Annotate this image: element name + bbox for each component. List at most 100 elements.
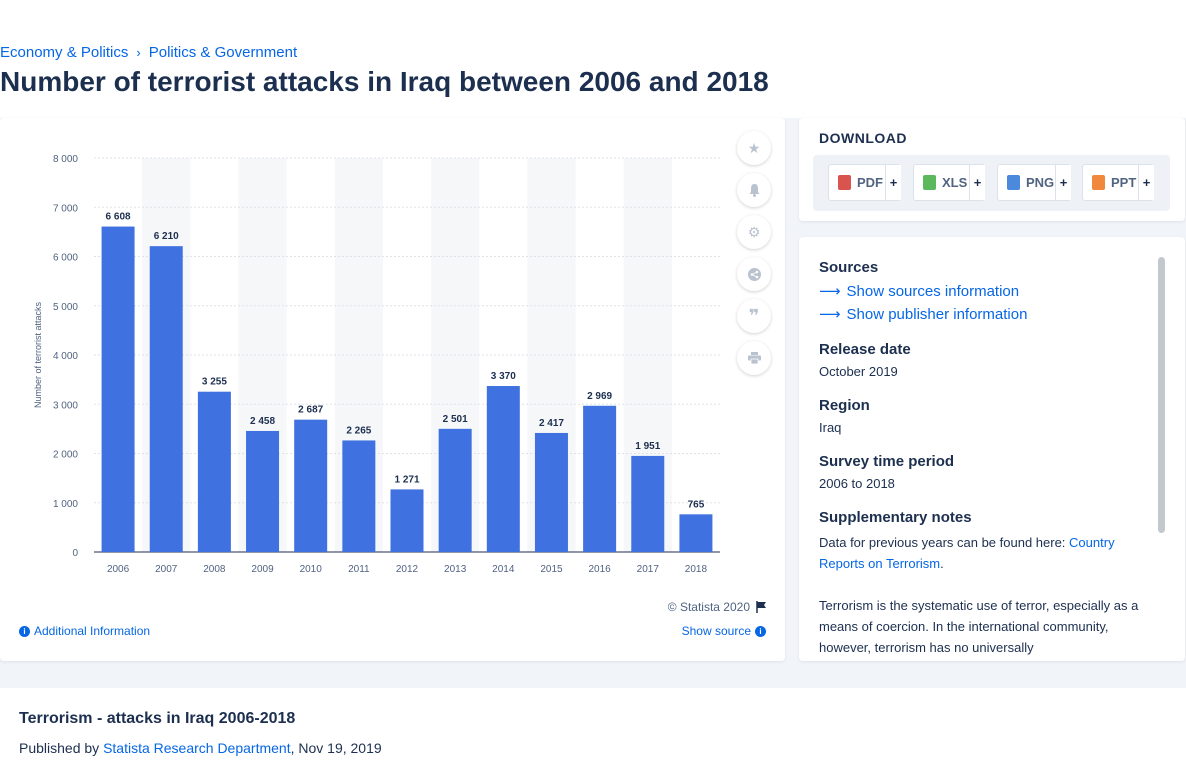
arrow-right-icon: ⟶	[819, 283, 841, 300]
print-icon	[747, 352, 761, 364]
release-date-heading: Release date	[819, 341, 911, 358]
download-ppt-button[interactable]: PPT +	[1082, 164, 1154, 201]
x-tick-label: 2013	[444, 564, 467, 575]
publication-title: Terrorism - attacks in Iraq 2006-2018	[19, 710, 296, 727]
y-tick-label: 6 000	[53, 253, 78, 264]
show-publisher-link[interactable]: ⟶ Show publisher information	[819, 305, 1147, 324]
favorite-button[interactable]: ★	[737, 131, 771, 165]
bar-2009	[246, 430, 280, 552]
x-tick-label: 2016	[588, 564, 611, 575]
header-band	[0, 0, 1186, 118]
supp-end: .	[940, 556, 944, 571]
data-label: 2 458	[250, 416, 275, 427]
print-button[interactable]	[737, 341, 771, 375]
bar-2018	[679, 514, 713, 552]
supp-text: Data for previous years can be found her…	[819, 535, 1070, 550]
y-tick-label: 3 000	[53, 400, 78, 411]
y-axis-label: Number of terrorist attacks	[33, 301, 43, 408]
cite-button[interactable]: ❞	[737, 299, 771, 333]
download-png-button[interactable]: PNG +	[997, 164, 1071, 201]
release-date-value: October 2019	[819, 364, 898, 379]
plus-icon: +	[1138, 165, 1154, 200]
settings-button[interactable]: ⚙	[737, 215, 771, 249]
region-value: Iraq	[819, 420, 842, 435]
data-label: 2 265	[346, 425, 371, 436]
bar-2012	[390, 489, 424, 552]
bar-2015	[534, 432, 568, 552]
sources-heading: Sources	[819, 259, 879, 276]
sources-scrollbar[interactable]	[1158, 257, 1165, 533]
additional-information-link[interactable]: i Additional Information	[19, 624, 150, 638]
x-tick-label: 2017	[637, 564, 660, 575]
chart-card: 0 1 000 2 000 3 000 4 000 5 000 6 000 7 000 8 00…	[0, 118, 785, 661]
download-card: DOWNLOAD PDF + XLS + PNG + PPT +	[799, 118, 1185, 221]
y-tick-label: 8 000	[53, 154, 78, 165]
arrow-right-icon: ⟶	[819, 306, 841, 323]
bar-2017	[631, 455, 665, 552]
page-title: Number of terrorist attacks in Iraq betw…	[0, 66, 769, 97]
x-tick-label: 2010	[300, 564, 323, 575]
notify-button[interactable]	[737, 173, 771, 207]
copyright-text: © Statista 2020	[667, 600, 750, 614]
breadcrumb: Economy & Politics › Politics & Governme…	[0, 44, 297, 61]
bell-icon	[749, 184, 759, 197]
publisher-link[interactable]: Statista Research Department	[103, 740, 291, 756]
x-tick-label: 2009	[251, 564, 274, 575]
data-label: 2 417	[539, 418, 564, 429]
png-label: PNG	[1026, 175, 1055, 190]
y-tick-label: 1 000	[53, 499, 78, 510]
download-pdf-button[interactable]: PDF +	[828, 164, 901, 201]
x-tick-label: 2008	[203, 564, 226, 575]
bar-2014	[486, 386, 520, 552]
bar-2011	[342, 440, 376, 552]
y-tick-label: 7 000	[53, 203, 78, 214]
show-source-label: Show source	[681, 624, 751, 638]
x-tick-label: 2018	[685, 564, 708, 575]
download-xls-button[interactable]: XLS +	[913, 164, 985, 201]
quote-icon: ❞	[748, 305, 760, 326]
data-label: 2 969	[587, 391, 612, 402]
y-tick-label: 0	[72, 548, 78, 559]
bar-2013	[438, 428, 472, 552]
x-tick-label: 2007	[155, 564, 178, 575]
data-label: 1 951	[635, 441, 660, 452]
breadcrumb-economy-politics[interactable]: Economy & Politics	[0, 44, 129, 61]
flag-icon[interactable]	[756, 601, 767, 613]
pdf-label: PDF	[857, 175, 883, 190]
xls-label: XLS	[942, 175, 968, 190]
publish-date: , Nov 19, 2019	[290, 740, 382, 756]
gear-icon: ⚙	[747, 223, 761, 240]
show-publisher-label: Show publisher information	[846, 305, 1028, 323]
x-tick-label: 2006	[107, 564, 130, 575]
country-reports-link[interactable]: Country Reports on Terrorism	[819, 535, 1115, 571]
y-tick-label: 5 000	[53, 302, 78, 313]
info-icon: i	[755, 625, 766, 637]
pdf-file-icon	[838, 175, 851, 190]
info-icon: i	[19, 625, 30, 637]
breadcrumb-politics-government[interactable]: Politics & Government	[148, 44, 298, 61]
x-tick-label: 2011	[348, 564, 370, 575]
download-buttons: PDF + XLS + PNG + PPT +	[813, 155, 1170, 211]
copyright: © Statista 2020	[668, 600, 767, 614]
download-title: DOWNLOAD	[819, 130, 907, 146]
show-source-link[interactable]: Show source i	[682, 624, 766, 638]
ppt-label: PPT	[1111, 175, 1137, 190]
ppt-file-icon	[1092, 175, 1105, 190]
publication-info: Terrorism - attacks in Iraq 2006-2018 Pu…	[0, 688, 1186, 760]
show-sources-link[interactable]: ⟶ Show sources information	[819, 282, 1147, 301]
data-label: 6 608	[106, 212, 131, 223]
published-by: Published by Statista Research Departmen…	[19, 740, 382, 756]
survey-period-heading: Survey time period	[819, 453, 955, 470]
survey-period-value: 2006 to 2018	[819, 476, 895, 491]
data-label: 1 271	[394, 474, 419, 485]
bar-2006	[101, 226, 135, 552]
share-button[interactable]	[737, 257, 771, 291]
y-tick-label: 2 000	[53, 450, 78, 461]
data-label: 6 210	[154, 231, 179, 242]
terrorism-definition: Terrorism is the systematic use of terro…	[819, 598, 1139, 655]
bar-2016	[583, 405, 617, 552]
region-heading: Region	[819, 397, 870, 414]
x-tick-label: 2015	[540, 564, 563, 575]
y-tick-label: 4 000	[53, 351, 78, 362]
plus-icon: +	[1055, 165, 1071, 200]
